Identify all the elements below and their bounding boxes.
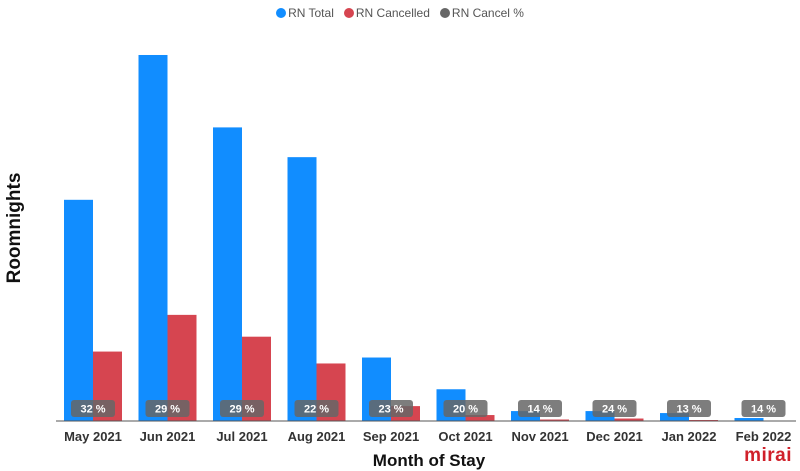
legend-label-rn-cancel-pct: RN Cancel % (451, 6, 524, 20)
bar-rn-cancelled-oct-2021[interactable] (465, 415, 495, 421)
bar-rn-total-jan-2022[interactable] (660, 413, 689, 421)
x-tick-label-jun-2021: Jun 2021 (140, 429, 196, 444)
bar-rn-total-jun-2021[interactable] (138, 54, 168, 422)
legend-label-rn-cancelled: RN Cancelled (355, 6, 430, 20)
legend-label-rn-total: RN Total (288, 6, 334, 20)
x-tick-label-aug-2021: Aug 2021 (288, 429, 346, 444)
cancel-pct-label-sep-2021: 23 % (378, 404, 403, 416)
bar-rn-total-aug-2021[interactable] (287, 157, 317, 422)
legend-item-rn-total[interactable]: RN Total (276, 6, 334, 20)
x-axis-title: Month of Stay (373, 451, 486, 470)
y-axis-title: Roomnights (4, 173, 25, 284)
cancel-pct-label-nov-2021: 14 % (527, 404, 552, 416)
bar-rn-total-feb-2022[interactable] (734, 418, 764, 421)
legend-marker-rn-cancel-pct (439, 8, 450, 18)
cancel-pct-label-dec-2021: 24 % (602, 404, 627, 416)
x-tick-label-nov-2021: Nov 2021 (511, 429, 568, 444)
legend-item-rn-cancel-pct[interactable]: RN Cancel % (439, 6, 524, 20)
cancel-pct-badge-nov-2021 (518, 400, 562, 417)
legend: RN Total RN Cancelled RN Cancel % (0, 6, 800, 20)
x-tick-label-feb-2022: Feb 2022 (736, 429, 792, 444)
x-tick-label-jul-2021: Jul 2021 (216, 429, 267, 444)
x-tick-label-oct-2021: Oct 2021 (438, 429, 492, 444)
bar-rn-total-jul-2021[interactable] (213, 127, 242, 422)
legend-item-rn-cancelled[interactable]: RN Cancelled (343, 6, 430, 20)
cancel-pct-label-jun-2021: 29 % (155, 404, 180, 416)
cancel-pct-label-feb-2022: 14 % (751, 404, 776, 416)
x-tick-label-may-2021: May 2021 (64, 429, 122, 444)
bar-rn-cancelled-nov-2021[interactable] (540, 419, 569, 421)
bar-rn-cancelled-dec-2021[interactable] (614, 418, 644, 421)
cancel-pct-label-may-2021: 32 % (80, 404, 105, 416)
cancel-pct-badge-jan-2022 (667, 400, 711, 417)
cancel-pct-badge-jul-2021 (220, 400, 264, 417)
x-tick-label-dec-2021: Dec 2021 (586, 429, 642, 444)
cancel-pct-badge-may-2021 (71, 400, 115, 417)
cancel-pct-badge-oct-2021 (443, 400, 488, 417)
x-tick-labels-group: May 2021 Jun 2021 Jul 2021 Aug 2021 Sep 2021… (64, 429, 791, 444)
cancel-pct-label-jan-2022: 13 % (676, 404, 701, 416)
cancel-pct-badge-jun-2021 (145, 400, 190, 417)
x-tick-label-jan-2022: Jan 2022 (662, 429, 717, 444)
cancel-pct-label-aug-2021: 22 % (304, 404, 329, 416)
cancel-pct-labels-group: 32 % 29 % 29 % 22 % 23 % 20 % 14 % 24 % 13 % 14 % (71, 400, 786, 417)
bars-group (64, 54, 793, 422)
cancel-pct-badge-aug-2021 (294, 400, 339, 417)
bar-rn-total-may-2021[interactable] (64, 199, 93, 421)
x-tick-label-sep-2021: Sep 2021 (363, 429, 419, 444)
cancel-pct-badge-sep-2021 (369, 400, 413, 417)
cancel-pct-badge-feb-2022 (741, 400, 786, 417)
brand-logo: mirai (744, 445, 792, 466)
legend-marker-rn-total (276, 8, 287, 18)
cancel-pct-label-jul-2021: 29 % (229, 404, 254, 416)
cancel-pct-badge-dec-2021 (592, 400, 637, 417)
legend-marker-rn-cancelled (343, 8, 354, 18)
cancel-pct-label-oct-2021: 20 % (453, 404, 478, 416)
